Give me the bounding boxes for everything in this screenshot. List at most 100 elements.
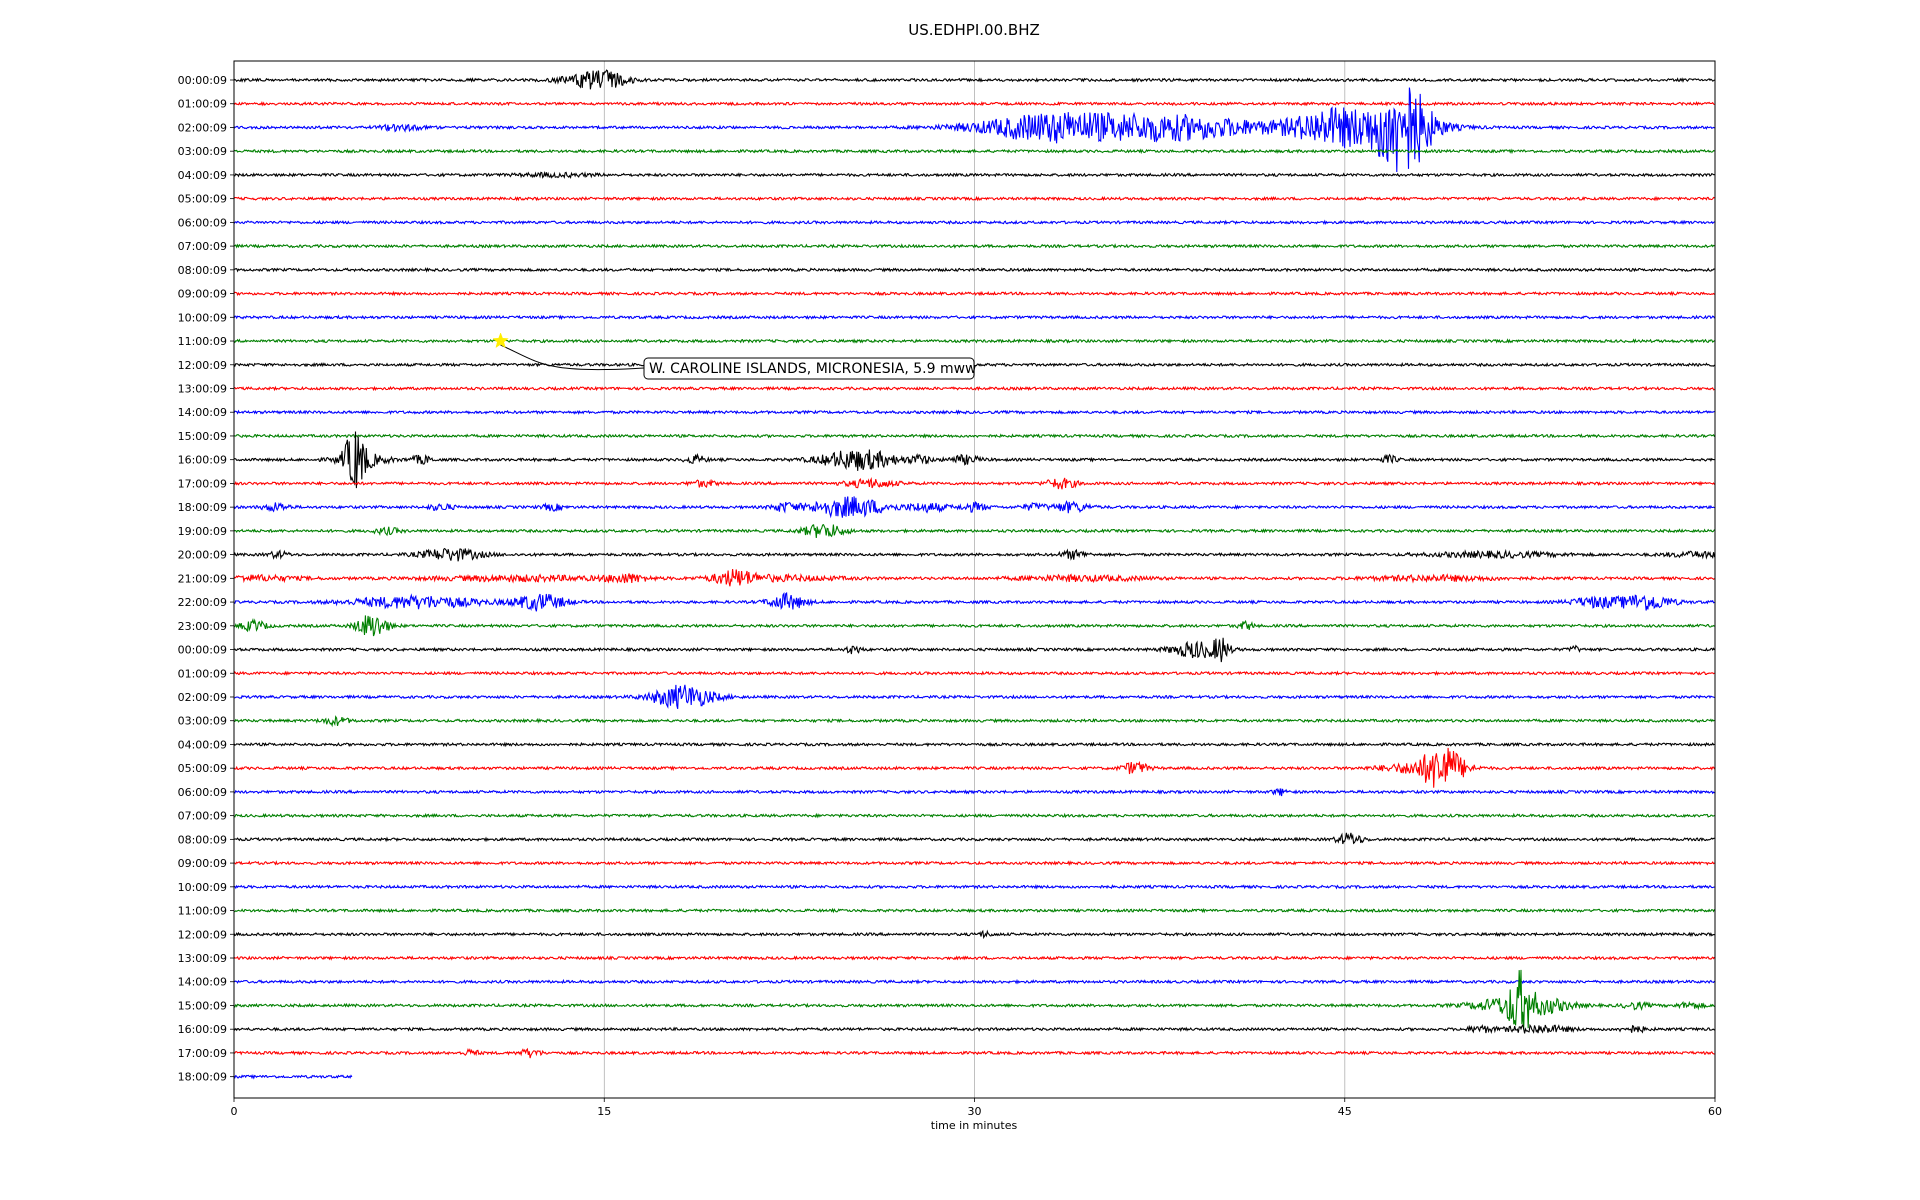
trace-line-21 [233, 569, 1715, 587]
trace-line-37 [233, 955, 1715, 961]
y-tick-label-24: 00:00:09 [178, 644, 227, 657]
trace-line-8 [233, 267, 1715, 273]
trace-line-19 [233, 524, 1715, 538]
y-tick-label-15: 15:00:09 [178, 430, 227, 443]
y-tick-label-4: 04:00:09 [178, 169, 227, 182]
trace-line-13 [234, 385, 1715, 392]
trace-line-6 [233, 219, 1715, 226]
trace-line-23 [233, 615, 1715, 637]
y-tick-label-8: 08:00:09 [178, 264, 227, 277]
trace-line-41 [233, 1047, 1715, 1059]
trace-line-42 [233, 1073, 353, 1080]
trace-line-15 [233, 433, 1716, 439]
trace-line-11 [233, 338, 1715, 344]
y-tick-label-25: 01:00:09 [178, 667, 227, 680]
x-tick-label-3: 45 [1338, 1105, 1352, 1118]
y-tick-label-30: 06:00:09 [178, 786, 227, 799]
y-tick-label-9: 09:00:09 [178, 288, 227, 301]
trace-line-30 [233, 787, 1715, 797]
y-tick-label-11: 11:00:09 [178, 335, 227, 348]
trace-line-5 [233, 195, 1715, 202]
y-tick-label-21: 21:00:09 [178, 572, 227, 585]
trace-line-4 [233, 170, 1715, 179]
trace-line-40 [233, 1023, 1715, 1034]
x-tick-label-4: 60 [1708, 1105, 1722, 1118]
y-tick-label-31: 07:00:09 [178, 810, 227, 823]
trace-line-1 [233, 100, 1715, 107]
trace-line-18 [233, 496, 1715, 519]
y-tick-label-12: 12:00:09 [178, 359, 227, 372]
trace-line-32 [233, 832, 1715, 845]
trace-line-16 [233, 431, 1715, 489]
chart-title: US.EDHPI.00.BHZ [908, 21, 1040, 39]
y-tick-label-35: 11:00:09 [178, 905, 227, 918]
y-tick-label-34: 10:00:09 [178, 881, 227, 894]
annotation-box-0 [643, 357, 975, 380]
trace-line-22 [233, 592, 1715, 612]
y-tick-label-16: 16:00:09 [178, 454, 227, 467]
y-tick-label-37: 13:00:09 [178, 952, 227, 965]
trace-line-14 [233, 409, 1715, 416]
trace-line-33 [233, 860, 1715, 867]
x-tick-label-2: 30 [968, 1105, 982, 1118]
y-tick-label-32: 08:00:09 [178, 833, 227, 846]
y-tick-label-7: 07:00:09 [178, 240, 227, 253]
y-tick-label-27: 03:00:09 [178, 715, 227, 728]
y-tick-label-29: 05:00:09 [178, 762, 227, 775]
y-tick-label-14: 14:00:09 [178, 406, 227, 419]
y-tick-label-6: 06:00:09 [178, 216, 227, 229]
y-tick-label-19: 19:00:09 [178, 525, 227, 538]
y-tick-label-28: 04:00:09 [178, 738, 227, 751]
y-tick-label-2: 02:00:09 [178, 121, 227, 134]
y-tick-labels: 00:00:09 01:00:09 02:00:09 03:00:09 04:00:09… [178, 74, 234, 1084]
x-tick-labels: 0 15 30 45 60 [231, 1098, 1722, 1118]
trace-line-3 [233, 148, 1715, 155]
y-tick-label-0: 00:00:09 [178, 74, 227, 87]
y-tick-label-18: 18:00:09 [178, 501, 227, 514]
event-star-marker-0 [492, 332, 509, 349]
y-tick-label-40: 16:00:09 [178, 1023, 227, 1036]
trace-group [233, 69, 1716, 1080]
y-tick-label-38: 14:00:09 [178, 976, 227, 989]
y-tick-label-41: 17:00:09 [178, 1047, 227, 1060]
trace-line-39 [233, 969, 1715, 1030]
trace-line-35 [233, 907, 1716, 914]
trace-line-31 [233, 812, 1715, 819]
y-tick-label-26: 02:00:09 [178, 691, 227, 704]
annotation-leader-0 [500, 344, 645, 371]
y-tick-label-22: 22:00:09 [178, 596, 227, 609]
y-tick-label-3: 03:00:09 [178, 145, 227, 158]
trace-line-24 [233, 637, 1715, 663]
x-axis-label: time in minutes [931, 1119, 1018, 1132]
y-tick-label-17: 17:00:09 [178, 477, 227, 490]
x-tick-label-1: 15 [597, 1105, 611, 1118]
annotation-text-0: W. CAROLINE ISLANDS, MICRONESIA, 5.9 mww [649, 361, 976, 377]
y-tick-label-20: 20:00:09 [178, 549, 227, 562]
trace-line-36 [233, 929, 1715, 940]
y-tick-label-36: 12:00:09 [178, 928, 227, 941]
trace-line-25 [233, 670, 1715, 677]
trace-line-7 [233, 243, 1715, 249]
trace-line-29 [233, 747, 1715, 788]
event-annotation: W. CAROLINE ISLANDS, MICRONESIA, 5.9 mww [492, 332, 976, 380]
y-tick-label-1: 01:00:09 [178, 98, 227, 111]
trace-line-20 [233, 547, 1716, 562]
y-tick-label-13: 13:00:09 [178, 382, 227, 395]
x-tick-label-0: 0 [231, 1105, 238, 1118]
trace-line-38 [233, 978, 1715, 985]
y-tick-label-23: 23:00:09 [178, 620, 227, 633]
trace-line-10 [233, 314, 1715, 321]
trace-line-17 [233, 477, 1715, 490]
y-tick-label-5: 05:00:09 [178, 193, 227, 206]
y-tick-label-10: 10:00:09 [178, 311, 227, 324]
trace-line-9 [233, 290, 1715, 297]
trace-line-2 [233, 87, 1715, 173]
y-tick-label-42: 18:00:09 [178, 1071, 227, 1084]
y-tick-label-39: 15:00:09 [178, 999, 227, 1012]
trace-line-26 [233, 684, 1715, 710]
trace-line-28 [233, 741, 1715, 748]
trace-line-34 [233, 884, 1715, 890]
trace-line-0 [233, 69, 1715, 90]
y-tick-label-33: 09:00:09 [178, 857, 227, 870]
